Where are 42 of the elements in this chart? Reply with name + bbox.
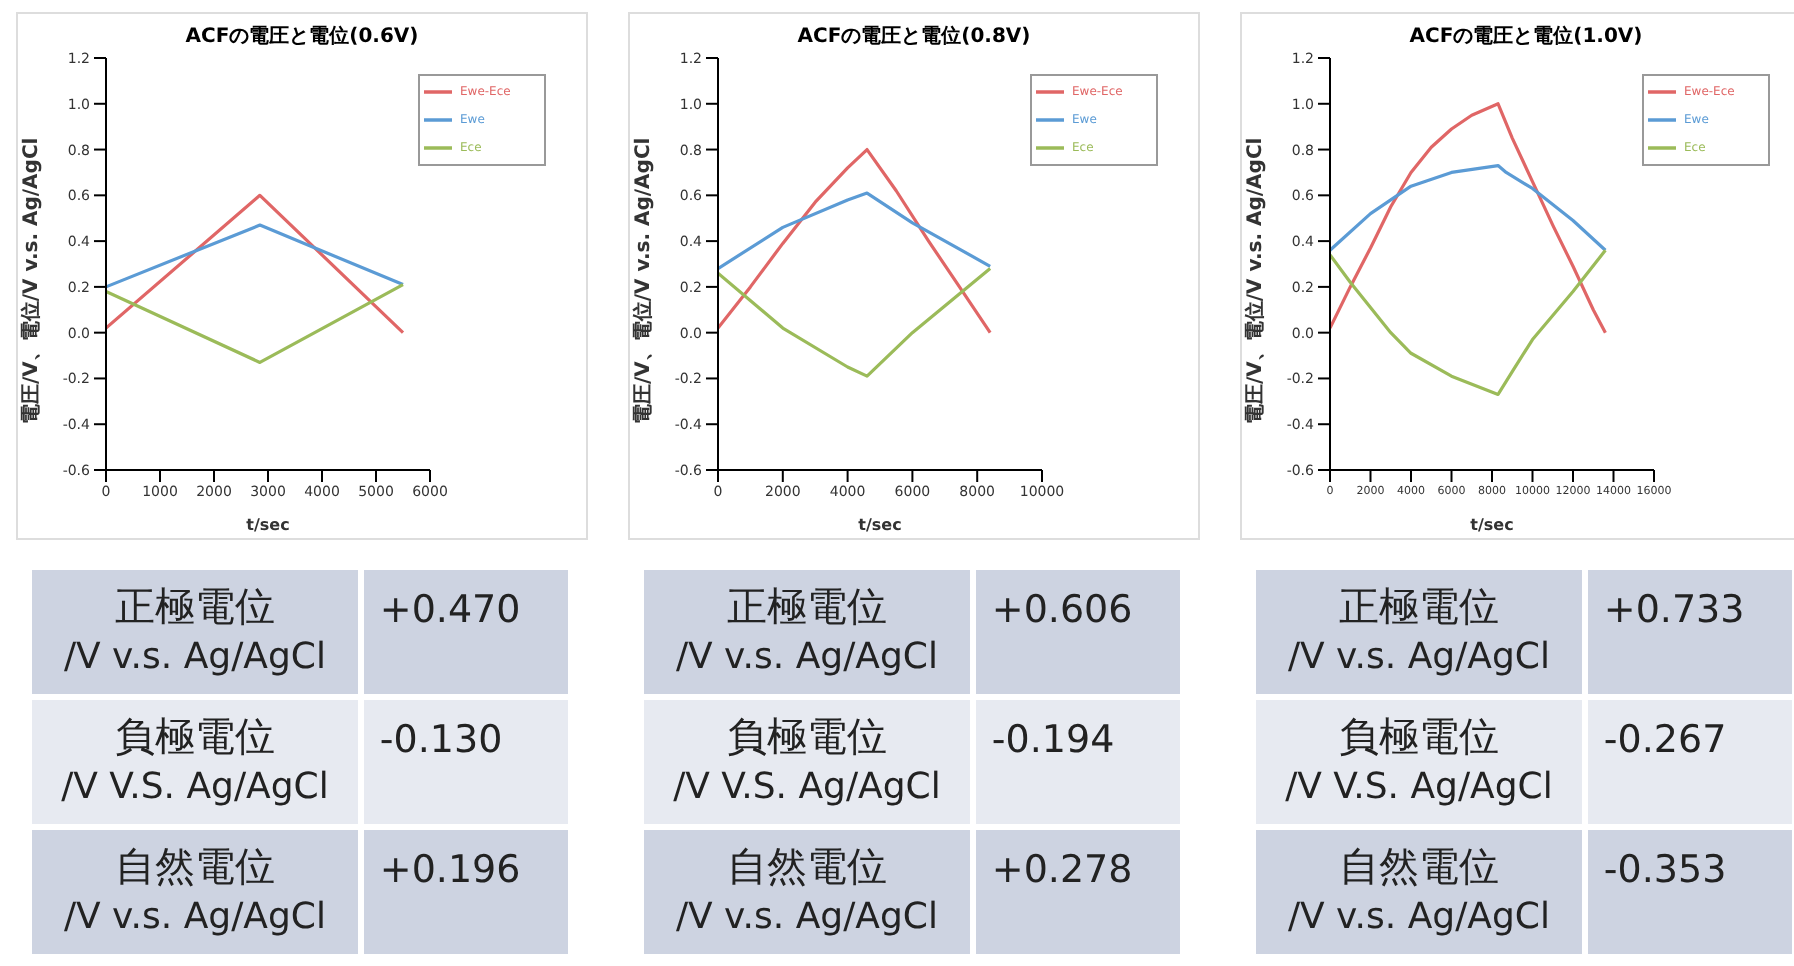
text: /V v.s. Ag/AgCl [673,634,940,682]
line-series [718,266,992,378]
text: -0.130 [363,700,568,824]
text: 正極電位 [724,580,889,632]
line-series [1330,102,1607,335]
text: /V v.s. Ag/AgCl [673,894,940,942]
text: +0.196 [363,830,568,954]
text: 負極電位 [1336,710,1501,762]
text: /V v.s. Ag/AgCl [1285,894,1552,942]
y-axis-title: 電圧/V、電位/V v.s. Ag/AgCl [631,137,656,424]
x-axis-title: t/sec [1470,516,1515,534]
line-series [718,147,992,335]
line-series [718,191,992,271]
x-axis-title: t/sec [246,516,291,534]
line-series [1330,248,1607,397]
text: /V V.S. Ag/AgCl [59,764,331,812]
text: +0.606 [975,570,1180,694]
text: /V V.S. Ag/AgCl [1283,764,1555,812]
text: /V v.s. Ag/AgCl [1285,634,1552,682]
x-axis-title: t/sec [858,516,903,534]
chart-title: ACFの電圧と電位(0.6V) [183,23,421,50]
text: 正極電位 [112,580,277,632]
text: +0.733 [1587,570,1792,694]
text: 負極電位 [724,710,889,762]
text: /V V.S. Ag/AgCl [671,764,943,812]
text: 負極電位 [112,710,277,762]
text: 自然電位 [724,840,889,892]
y-axis-title: 電圧/V、電位/V v.s. Ag/AgCl [19,137,44,424]
text: /V v.s. Ag/AgCl [61,634,328,682]
chart-title: ACFの電圧と電位(1.0V) [1407,23,1645,50]
text: -0.194 [975,700,1180,824]
text: -0.267 [1587,700,1792,824]
line-series [1330,163,1607,252]
text: -0.353 [1587,830,1792,954]
chart-title: ACFの電圧と電位(0.8V) [795,23,1033,50]
text: 正極電位 [1336,580,1501,632]
text: 自然電位 [1336,840,1501,892]
text: /V v.s. Ag/AgCl [61,894,328,942]
text: 自然電位 [112,840,277,892]
text: +0.278 [975,830,1180,954]
y-axis-title: 電圧/V、電位/V v.s. Ag/AgCl [1243,137,1268,424]
text: +0.470 [363,570,568,694]
